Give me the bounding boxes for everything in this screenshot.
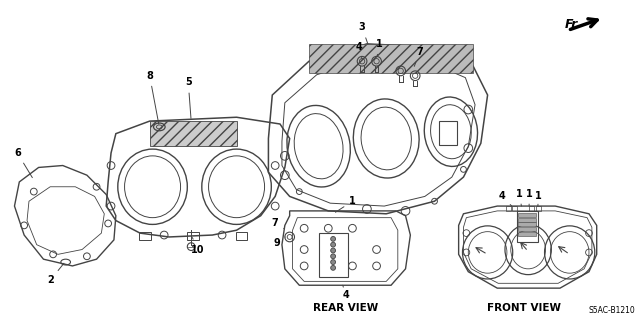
Bar xyxy=(518,213,536,217)
Text: FRONT VIEW: FRONT VIEW xyxy=(487,303,561,313)
Text: 2: 2 xyxy=(47,263,64,286)
Bar xyxy=(319,233,348,277)
Bar xyxy=(518,218,536,221)
Bar xyxy=(188,232,199,240)
Text: 7: 7 xyxy=(414,47,424,66)
Bar xyxy=(516,211,538,242)
Text: 1: 1 xyxy=(335,196,356,212)
Circle shape xyxy=(331,265,335,270)
Bar xyxy=(309,44,473,73)
Bar xyxy=(236,232,247,240)
Text: 4: 4 xyxy=(356,42,362,59)
Text: S5AC-B1210: S5AC-B1210 xyxy=(589,306,636,315)
Circle shape xyxy=(331,242,335,247)
Text: REAR VIEW: REAR VIEW xyxy=(313,303,378,313)
Circle shape xyxy=(331,254,335,259)
Text: 4: 4 xyxy=(499,191,512,206)
Text: 1: 1 xyxy=(536,191,542,206)
Bar xyxy=(439,121,457,145)
Text: 7: 7 xyxy=(272,219,284,229)
Text: 9: 9 xyxy=(274,237,286,248)
Text: 10: 10 xyxy=(191,238,205,255)
Text: 4: 4 xyxy=(342,285,349,300)
Bar xyxy=(150,121,237,146)
Text: Fr.: Fr. xyxy=(565,18,581,31)
Bar xyxy=(518,222,536,226)
Bar xyxy=(506,206,511,211)
Bar xyxy=(529,206,534,211)
Circle shape xyxy=(331,236,335,241)
Text: 1: 1 xyxy=(376,39,383,56)
Text: 3: 3 xyxy=(358,22,368,44)
Circle shape xyxy=(331,260,335,264)
Bar xyxy=(536,206,541,211)
Circle shape xyxy=(331,248,335,253)
Text: 5: 5 xyxy=(185,78,191,118)
Bar xyxy=(518,227,536,231)
Text: 6: 6 xyxy=(14,148,33,178)
Bar xyxy=(512,206,516,211)
Bar xyxy=(518,232,536,236)
Bar xyxy=(139,232,150,240)
Text: 8: 8 xyxy=(146,71,159,124)
Text: 1: 1 xyxy=(525,189,532,206)
Text: 1: 1 xyxy=(516,189,523,206)
